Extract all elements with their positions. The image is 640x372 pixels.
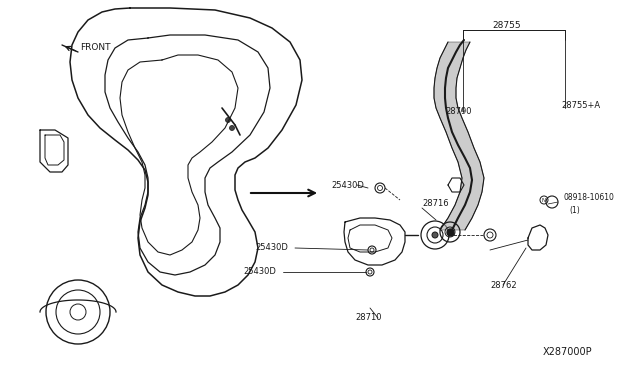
Text: 28755+A: 28755+A — [561, 100, 600, 109]
Circle shape — [230, 125, 234, 131]
Text: (1): (1) — [569, 205, 580, 215]
Text: 25430D: 25430D — [255, 244, 288, 253]
Circle shape — [432, 232, 438, 238]
Text: N: N — [542, 198, 546, 202]
Text: 28762: 28762 — [490, 280, 516, 289]
Text: 28790: 28790 — [445, 108, 472, 116]
Text: 28710: 28710 — [355, 314, 381, 323]
Text: 28755: 28755 — [492, 20, 520, 29]
Text: 28716: 28716 — [422, 199, 449, 208]
Text: FRONT: FRONT — [80, 44, 111, 52]
Text: 08918-10610: 08918-10610 — [563, 193, 614, 202]
Text: 25430D: 25430D — [331, 180, 364, 189]
Polygon shape — [434, 42, 484, 230]
Text: 25430D: 25430D — [243, 267, 276, 276]
Circle shape — [225, 118, 230, 122]
Text: X287000P: X287000P — [543, 347, 593, 357]
